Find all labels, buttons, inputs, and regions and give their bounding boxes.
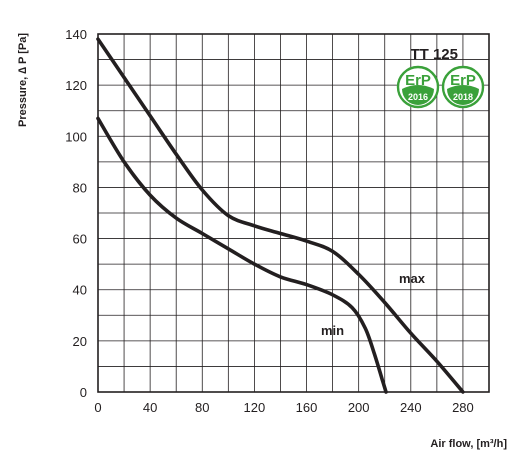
y-tick-label: 80 xyxy=(73,180,87,195)
badge-fill xyxy=(402,85,434,105)
x-tick-label: 240 xyxy=(400,400,422,415)
y-tick-label: 0 xyxy=(80,385,87,400)
plot-frame xyxy=(97,33,490,393)
series-label-min: min xyxy=(321,323,344,338)
y-tick-label: 100 xyxy=(65,129,87,144)
erp-2016-badge: ErP 2016 xyxy=(396,65,440,109)
y-tick-label: 40 xyxy=(73,283,87,298)
badge-year: 2018 xyxy=(453,92,473,102)
y-tick-label: 20 xyxy=(73,334,87,349)
y-tick-label: 120 xyxy=(65,78,87,93)
badge-brand: ErP xyxy=(405,72,431,89)
x-tick-label: 160 xyxy=(296,400,318,415)
chart-title: TT 125 xyxy=(410,46,458,63)
tick-labels: 0 40 80 120 160 200 240 280 0 20 40 60 80 100 120 140 xyxy=(65,27,473,415)
y-tick-label: 60 xyxy=(73,232,87,247)
badge-year: 2016 xyxy=(408,92,428,102)
x-tick-label: 280 xyxy=(452,400,474,415)
series-line-min xyxy=(96,116,388,394)
series-lines xyxy=(96,37,465,394)
y-tick-label: 140 xyxy=(65,27,87,42)
badge-brand: ErP xyxy=(450,72,476,89)
x-tick-label: 120 xyxy=(244,400,266,415)
x-tick-label: 40 xyxy=(143,400,157,415)
erp-2018-badge: ErP 2018 xyxy=(441,65,485,109)
erp-badges: ErP 2016 ErP 2018 xyxy=(396,65,485,109)
x-tick-label: 80 xyxy=(195,400,209,415)
badge-fill xyxy=(447,85,479,105)
x-tick-label: 0 xyxy=(94,400,101,415)
series-label-max: max xyxy=(399,271,426,286)
series-line-max xyxy=(96,37,465,394)
x-axis-label: Air flow, [m³/h] xyxy=(430,438,507,450)
x-tick-label: 200 xyxy=(348,400,370,415)
y-axis-label: Pressure, ∆ P [Pa] xyxy=(17,33,29,127)
